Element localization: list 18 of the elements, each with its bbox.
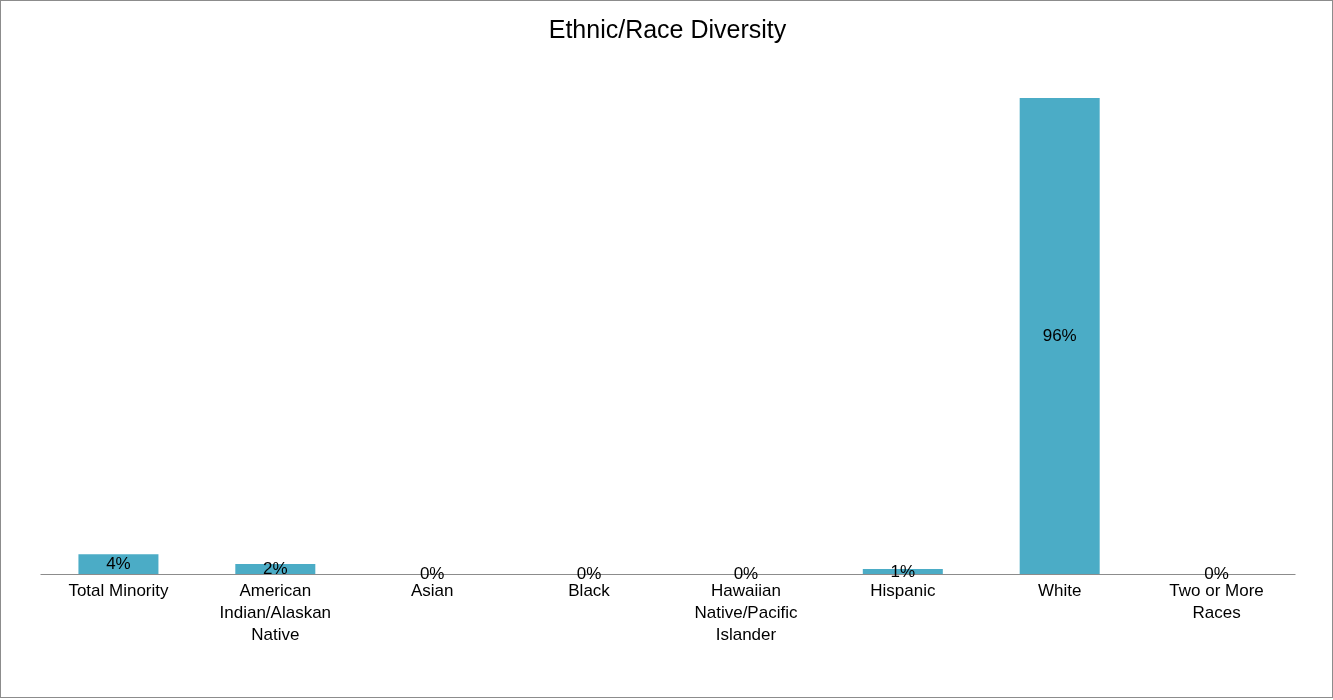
x-tick-label: Two or More Races: [1169, 580, 1264, 622]
chart-title: Ethnic/Race Diversity: [548, 15, 787, 43]
data-label: 0%: [1204, 564, 1229, 583]
data-label: 96%: [1042, 326, 1077, 345]
x-tick-label: Total Minority: [68, 580, 170, 600]
data-label: 0%: [733, 564, 759, 583]
data-label: 4%: [106, 554, 131, 574]
x-tick-label: Asian: [410, 580, 454, 600]
x-tick-label: Black: [568, 580, 611, 600]
data-label: 2%: [263, 559, 288, 579]
bar: [1019, 98, 1100, 574]
x-tick-label: White: [1037, 580, 1082, 600]
x-tick-label: American Indian/Alaskan Native: [219, 580, 332, 644]
x-tick-label: Hawaiian Native/Pacific Islander: [694, 580, 798, 644]
data-label: 0%: [576, 564, 602, 583]
data-label: 0%: [419, 564, 445, 583]
x-tick-label: Hispanic: [870, 580, 936, 600]
bar: [78, 554, 159, 574]
